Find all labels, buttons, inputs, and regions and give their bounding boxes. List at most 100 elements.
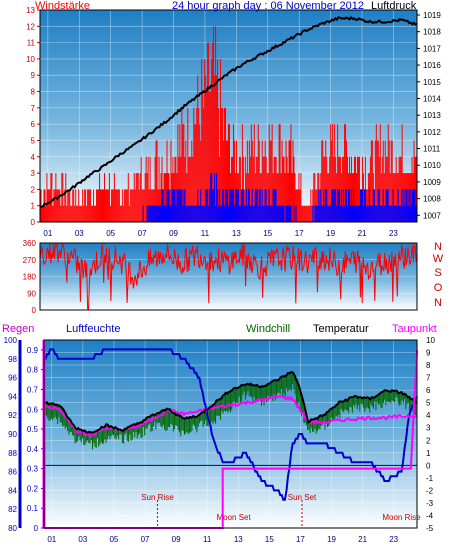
compass-label: O [434, 282, 443, 294]
wind-tick-label: 5 [31, 136, 36, 145]
hour-tick-label: 11 [203, 535, 212, 544]
temp-tick-label: 1 [426, 449, 431, 458]
pressure-tick-label: 1007 [423, 211, 441, 220]
humidity-tick-label: 92 [8, 411, 17, 420]
direction-tick-label: 0 [32, 306, 37, 315]
pressure-tick-label: 1013 [423, 111, 441, 120]
hour-tick-label: 19 [327, 535, 336, 544]
temp-tick-label: -2 [426, 486, 434, 495]
wind-tick-label: 2 [31, 185, 36, 194]
humidity-tick-label: 94 [8, 392, 17, 401]
temp-tick-label: 6 [426, 386, 431, 395]
direction-tick-label: 270 [23, 256, 37, 265]
humidity-tick-label: 96 [8, 374, 17, 383]
pressure-tick-label: 1017 [423, 44, 441, 53]
temp-tick-label: -4 [426, 511, 434, 520]
wind-tick-label: 6 [31, 120, 36, 129]
humidity-line [44, 348, 418, 501]
hour-tick-label: 05 [109, 535, 118, 544]
compass-label: S [434, 267, 441, 279]
moon-rise-label: Moon Rise [382, 513, 421, 522]
legend-temperatur: Temperatur [313, 323, 369, 335]
humidity-tick-label: 90 [8, 430, 17, 439]
sun-set-label: Sun Set [288, 493, 317, 502]
pressure-tick-label: 1009 [423, 178, 441, 187]
temp-tick-label: 2 [426, 436, 431, 445]
temp-tick-label: -5 [426, 524, 434, 533]
legend-taupunkt: Taupunkt [392, 323, 437, 335]
temp-tick-label: 7 [426, 374, 431, 383]
hour-tick-label: 09 [169, 229, 178, 238]
temp-tick-label: 5 [426, 399, 431, 408]
legend-luftfeuchte: Luftfeuchte [66, 323, 120, 335]
hour-tick-label: 23 [389, 229, 398, 238]
wind-direction-line [39, 242, 418, 310]
temp-tick-label: -1 [426, 474, 434, 483]
wind-tick-label: 11 [27, 39, 36, 48]
rain-tick-label: 0.7 [27, 385, 39, 394]
hour-tick-label: 11 [201, 229, 210, 238]
rain-tick-label: 0.9 [27, 346, 39, 355]
compass-label: W [433, 253, 444, 265]
humidity-tick-label: 82 [8, 505, 17, 514]
wind-tick-label: 13 [26, 6, 35, 15]
hour-tick-label: 21 [358, 535, 367, 544]
pressure-tick-label: 1018 [423, 28, 441, 37]
temp-tick-label: 9 [426, 349, 431, 358]
rain-tick-label: 0.8 [27, 366, 39, 375]
wind-tick-label: 8 [31, 88, 36, 97]
temp-tick-label: 4 [426, 411, 431, 420]
legend-windchill: Windchill [246, 323, 290, 335]
hour-tick-label: 07 [138, 229, 147, 238]
humidity-tick-label: 86 [8, 468, 17, 477]
temp-tick-label: 0 [426, 461, 431, 470]
wind-tick-label: 1 [31, 202, 36, 211]
wind-tick-label: 12 [26, 22, 35, 31]
panel3-frame [43, 339, 418, 529]
hour-tick-label: 01 [43, 229, 52, 238]
temperature-line [43, 371, 418, 434]
hour-tick-label: 15 [263, 229, 272, 238]
direction-tick-label: 90 [27, 289, 36, 298]
pressure-tick-label: 1019 [423, 11, 441, 20]
compass-label: N [434, 297, 442, 309]
wind-tick-label: 7 [31, 104, 36, 113]
humidity-tick-label: 98 [8, 355, 17, 364]
hour-tick-label: 13 [232, 229, 241, 238]
temp-tick-label: 10 [426, 336, 435, 345]
dewpoint-line [43, 394, 418, 438]
rain-tick-label: 0.1 [27, 504, 39, 513]
wind-axis-title: Windstärke [35, 0, 90, 12]
humidity-tick-label: 80 [8, 524, 17, 533]
panel2-frame [39, 242, 418, 311]
pressure-line [39, 15, 418, 208]
moon-set-label: Moon Set [216, 513, 251, 522]
sun-rise-label: Sun Rise [141, 493, 174, 502]
hour-tick-label: 19 [326, 229, 335, 238]
rain-tick-label: 0.2 [27, 484, 39, 493]
humidity-tick-label: 88 [8, 449, 17, 458]
panel1-frame [39, 9, 418, 223]
temp-tick-label: 3 [426, 424, 431, 433]
hour-tick-label: 21 [358, 229, 367, 238]
wind-tick-label: 0 [31, 218, 36, 227]
hour-tick-label: 03 [78, 535, 87, 544]
rain-tick-label: 0.4 [27, 445, 39, 454]
pressure-tick-label: 1014 [423, 94, 441, 103]
chart-title: 24 hour graph day : 06 November 2012 [172, 0, 364, 12]
legend-regen: Regen [2, 323, 34, 335]
hour-tick-label: 17 [296, 535, 305, 544]
hour-tick-label: 09 [172, 535, 181, 544]
wind-tick-label: 9 [31, 71, 36, 80]
direction-tick-label: 180 [23, 273, 37, 282]
hour-tick-label: 13 [234, 535, 243, 544]
rain-tick-label: 0.6 [27, 405, 39, 414]
humidity-tick-label: 100 [4, 336, 18, 345]
temp-tick-label: -3 [426, 499, 434, 508]
direction-tick-label: 360 [23, 239, 37, 248]
rain-tick-label: 0 [34, 524, 39, 533]
wind-tick-label: 4 [31, 153, 36, 162]
pressure-tick-label: 1015 [423, 78, 441, 87]
